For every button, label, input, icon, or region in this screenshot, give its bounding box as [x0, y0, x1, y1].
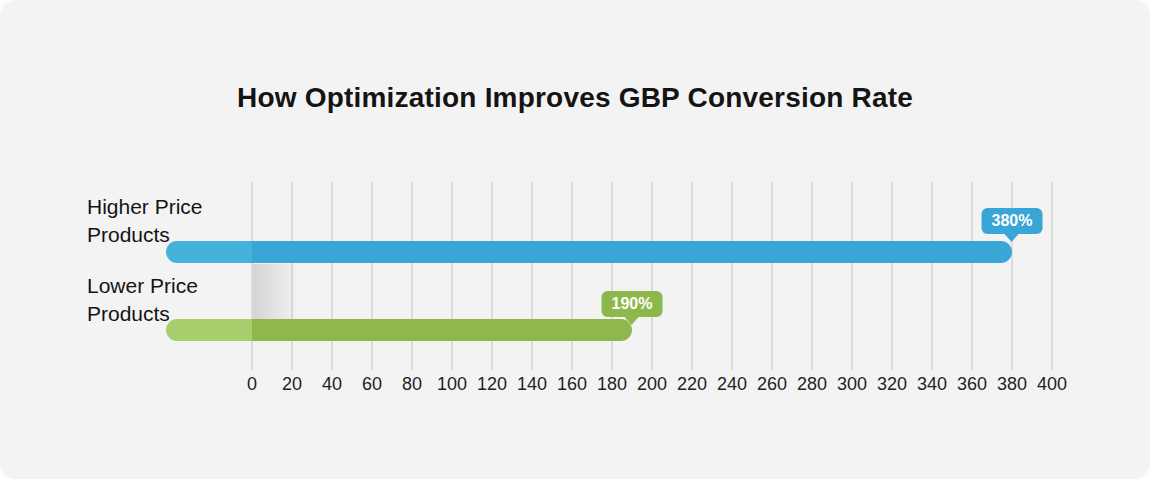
gridline: [771, 182, 773, 370]
x-axis-tick-label: 220: [677, 374, 707, 395]
chart-card: How Optimization Improves GBP Conversion…: [0, 0, 1150, 479]
x-axis-tick-label: 40: [322, 374, 342, 395]
gridline: [851, 182, 853, 370]
zero-axis-shadow: [253, 264, 299, 319]
bar-value-tooltip: 380%: [982, 208, 1043, 234]
x-axis-tick-label: 20: [282, 374, 302, 395]
bar: [166, 241, 1012, 263]
tooltip-pointer: [625, 317, 639, 325]
x-axis-tick-label: 400: [1037, 374, 1067, 395]
x-axis-tick-label: 320: [877, 374, 907, 395]
x-axis-tick-label: 160: [557, 374, 587, 395]
x-axis-tick-label: 120: [477, 374, 507, 395]
gridline: [611, 182, 613, 370]
gridline: [971, 182, 973, 370]
gridline: [651, 182, 653, 370]
gridline: [531, 182, 533, 370]
tooltip-pointer: [1005, 234, 1019, 242]
x-axis-tick-label: 180: [597, 374, 627, 395]
gridline: [331, 182, 333, 370]
gridline: [411, 182, 413, 370]
gridline: [891, 182, 893, 370]
gridline: [451, 182, 453, 370]
bar: [166, 319, 632, 341]
gridline: [731, 182, 733, 370]
gridline: [1051, 182, 1053, 370]
gridline: [371, 182, 373, 370]
x-axis-tick-label: 0: [247, 374, 257, 395]
x-axis-tick-label: 300: [837, 374, 867, 395]
x-axis-tick-label: 260: [757, 374, 787, 395]
x-axis-tick-label: 60: [362, 374, 382, 395]
gridline: [491, 182, 493, 370]
gridline: [931, 182, 933, 370]
x-axis-tick-label: 360: [957, 374, 987, 395]
gridline: [811, 182, 813, 370]
gridline: [571, 182, 573, 370]
x-axis-tick-label: 340: [917, 374, 947, 395]
x-axis-tick-label: 140: [517, 374, 547, 395]
x-axis-tick-label: 200: [637, 374, 667, 395]
x-axis-tick-label: 280: [797, 374, 827, 395]
gridline: [691, 182, 693, 370]
bar-chart-plot-area: 0 20 40 60 80 100 120 140 160 180 200 220 240 260 280 3…: [0, 0, 1150, 479]
x-axis-tick-label: 240: [717, 374, 747, 395]
x-axis-tick-label: 100: [437, 374, 467, 395]
x-axis-tick-label: 80: [402, 374, 422, 395]
bar-value-tooltip: 190%: [602, 291, 663, 317]
x-axis-tick-label: 380: [997, 374, 1027, 395]
